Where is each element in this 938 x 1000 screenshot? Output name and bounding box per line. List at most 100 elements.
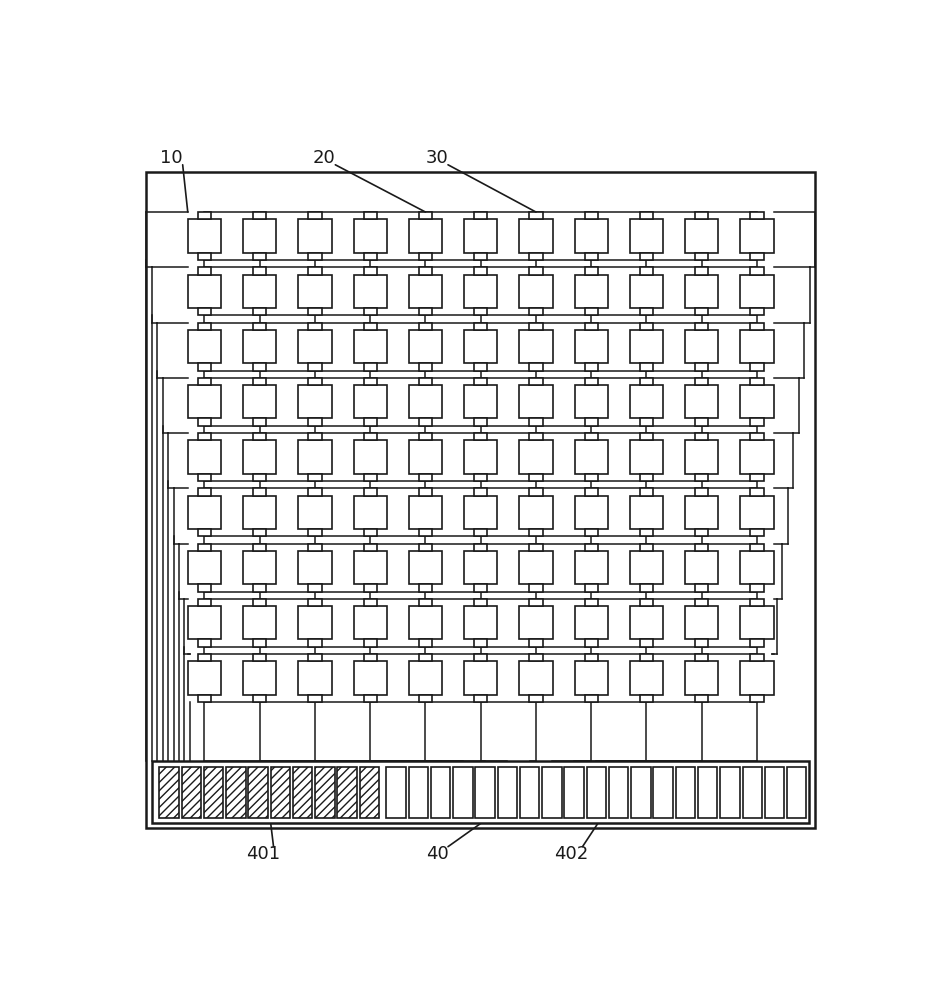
Bar [750,308,764,315]
Bar [419,584,432,592]
Bar [409,219,442,253]
Bar [584,323,598,330]
Bar [188,661,221,695]
Bar [498,767,517,818]
Bar [409,330,442,363]
Bar [475,474,487,481]
Bar [629,275,663,308]
Bar [419,212,432,219]
Bar [309,308,322,315]
Bar [198,639,211,647]
Bar [685,330,719,363]
Bar [584,253,598,260]
Bar [750,695,764,702]
Bar [475,267,487,275]
Bar [629,551,663,584]
Bar [529,308,542,315]
Bar [529,363,542,371]
Bar [298,330,332,363]
Bar [198,584,211,592]
Bar [520,767,539,818]
Bar [364,378,377,385]
Bar [695,308,708,315]
Bar [750,529,764,536]
Bar [364,695,377,702]
Bar [188,551,221,584]
Bar [640,267,653,275]
Bar [354,440,387,474]
Bar [309,323,322,330]
Bar [475,212,487,219]
Bar [584,474,598,481]
Text: 10: 10 [160,149,183,167]
Bar [740,551,774,584]
Bar [750,212,764,219]
Bar [695,529,708,536]
Bar [309,212,322,219]
Bar [629,385,663,418]
Bar [253,584,266,592]
Bar [226,767,246,818]
Bar [293,767,312,818]
Bar [364,363,377,371]
Bar [750,363,764,371]
Bar [740,330,774,363]
Bar [695,253,708,260]
Bar [338,767,356,818]
Bar [204,767,223,818]
Bar [529,654,542,661]
Bar [253,488,266,496]
Bar [475,639,487,647]
Bar [740,606,774,639]
Bar [520,385,552,418]
Bar [640,695,653,702]
Bar [188,385,221,418]
Bar [584,584,598,592]
Bar [629,330,663,363]
Bar [584,639,598,647]
Bar [243,661,277,695]
Bar [309,488,322,496]
Bar [574,440,608,474]
Bar [740,496,774,529]
Bar [249,767,268,818]
Bar [529,253,542,260]
Bar [529,323,542,330]
Bar [629,606,663,639]
Bar [464,661,497,695]
Bar [386,767,406,818]
Bar [574,385,608,418]
Bar [198,599,211,606]
Bar [685,440,719,474]
Bar [243,606,277,639]
Bar [198,378,211,385]
Bar [520,551,552,584]
Bar [464,275,497,308]
Bar [198,308,211,315]
Bar [695,654,708,661]
Bar [298,385,332,418]
Bar [475,584,487,592]
Bar [685,496,719,529]
Bar [695,474,708,481]
Bar [409,275,442,308]
Bar [243,275,277,308]
Bar [750,654,764,661]
Bar [298,440,332,474]
Bar [364,529,377,536]
Bar [529,584,542,592]
Bar [574,606,608,639]
Bar [750,323,764,330]
Bar [685,385,719,418]
Bar [409,606,442,639]
Bar [740,219,774,253]
Bar [198,363,211,371]
Bar [640,308,653,315]
Bar [453,767,473,818]
Bar [354,551,387,584]
Bar [309,418,322,426]
Bar [198,695,211,702]
Bar [584,418,598,426]
Bar [354,385,387,418]
Bar [364,433,377,440]
